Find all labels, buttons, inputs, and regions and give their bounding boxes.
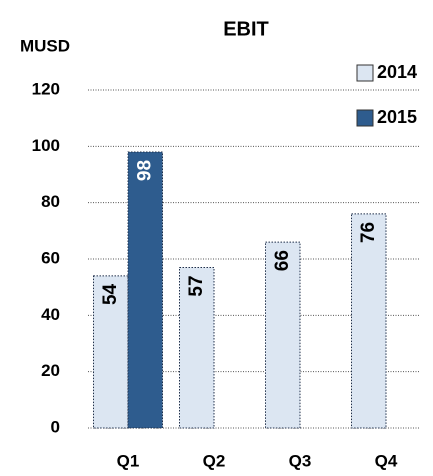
x-tick-label: Q2 (203, 451, 226, 470)
x-tick-label: Q3 (289, 451, 312, 470)
data-label: 76 (358, 222, 379, 243)
bar (351, 213, 387, 429)
bar (127, 151, 163, 429)
legend-swatch (356, 64, 374, 82)
y-tick-label: 80 (41, 192, 60, 211)
legend-label: 2015 (377, 107, 417, 127)
y-tick-label: 0 (51, 417, 60, 436)
y-tick-label: 40 (41, 305, 60, 324)
data-label: 66 (272, 250, 293, 271)
bar (93, 275, 129, 429)
y-tick-label: 20 (41, 361, 60, 380)
x-tick-label: Q1 (117, 451, 140, 470)
x-tick-label: Q4 (375, 451, 398, 470)
data-label: 98 (134, 160, 155, 181)
y-axis-label: MUSD (20, 36, 70, 55)
legend-label: 2014 (377, 62, 417, 82)
data-label: 54 (100, 283, 121, 305)
data-label: 57 (186, 275, 207, 296)
bar (265, 241, 301, 429)
y-tick-label: 100 (32, 136, 60, 155)
y-tick-label: 120 (32, 79, 60, 98)
y-tick-label: 60 (41, 248, 60, 267)
legend-swatch (356, 109, 374, 127)
chart-title: EBIT (223, 18, 269, 40)
bar (179, 266, 215, 429)
